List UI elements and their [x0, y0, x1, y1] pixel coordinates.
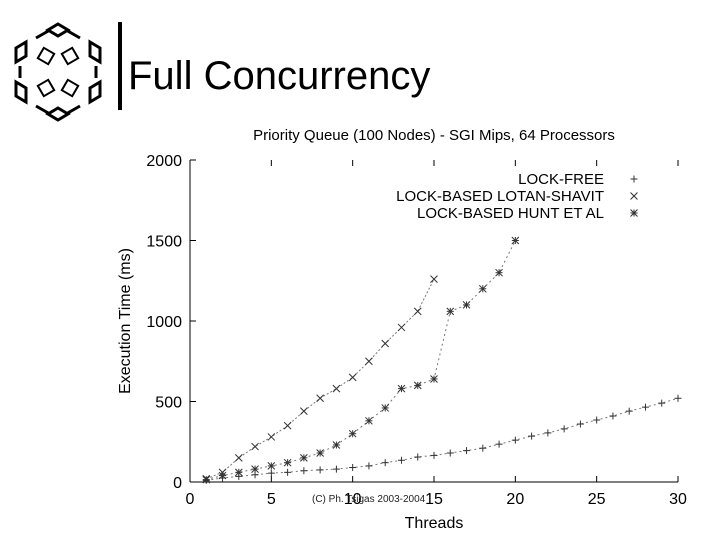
x-axis-label: Threads [405, 515, 464, 532]
legend-marker-3 [630, 209, 638, 217]
series-3-point [251, 465, 259, 473]
y-tick-label: 0 [173, 475, 182, 492]
series-2-point [430, 275, 438, 283]
series-3-point [413, 381, 422, 390]
y-tick-label: 1000 [146, 314, 182, 331]
series-1-point [397, 456, 405, 464]
series-1-point [332, 465, 340, 473]
series-1-point [528, 432, 536, 440]
x-tick-label: 20 [506, 491, 524, 508]
series-3-point [316, 449, 324, 457]
y-tick-label: 2000 [146, 153, 182, 170]
series-1-point [446, 449, 454, 457]
series-2-point [267, 433, 276, 441]
series-2-point [234, 453, 243, 462]
series-1-line [206, 397, 679, 481]
series-2-point [381, 339, 390, 348]
y-tick-label: 1500 [146, 234, 182, 251]
series-3-point [283, 458, 292, 467]
series-2-line [206, 278, 435, 480]
series-3-point [267, 462, 276, 470]
series-3-point [202, 475, 211, 484]
series-1-point [463, 447, 471, 455]
y-tick-label: 500 [155, 395, 182, 412]
series-3-point [218, 471, 227, 480]
copyright-footer: (C) Ph. Tsigas 2003-2004 [312, 494, 426, 505]
series-1-point [316, 466, 324, 474]
series-1-point [365, 462, 373, 470]
series-2-point [365, 357, 373, 366]
series-3-point [511, 236, 520, 245]
series-1-point [495, 440, 503, 448]
series-3-point [397, 384, 406, 393]
series-2-point [316, 394, 324, 403]
series-1-point [674, 394, 682, 402]
company-logo [14, 22, 102, 122]
series-1-point [544, 429, 552, 437]
series-1-point [267, 469, 275, 477]
series-3-point [495, 268, 503, 277]
legend-label-2: LOCK-BASED LOTAN-SHAVIT [396, 188, 604, 205]
series-3-point [381, 404, 390, 412]
series-1-point [430, 451, 438, 459]
series-1-point [349, 464, 357, 472]
x-tick-label: 0 [186, 491, 195, 508]
series-2-point [348, 373, 357, 382]
series-2-point [283, 421, 292, 430]
series-1-point [625, 407, 633, 415]
series-1-point [576, 420, 584, 428]
series-2-point [332, 384, 341, 393]
x-tick-label: 25 [588, 491, 606, 508]
series-1-point [479, 444, 487, 452]
series-1-point [609, 412, 617, 420]
series-1-point [641, 403, 649, 411]
series-2-point [413, 307, 422, 316]
series-1-point [511, 436, 519, 444]
legend-label-1: LOCK-FREE [518, 171, 604, 188]
series-3-point [234, 468, 243, 477]
x-tick-label: 5 [267, 491, 276, 508]
series-3-point [332, 441, 341, 449]
x-tick-label: 10 [344, 491, 362, 508]
series-1-point [593, 416, 601, 424]
series-2-point [251, 442, 259, 451]
chart-title: Priority Queue (100 Nodes) - SGI Mips, 6… [253, 127, 615, 144]
chart-labels: 0 5 10 15 20 25 30 0 500 1000 1500 2000 Priority Que… [117, 127, 687, 532]
legend-label-3: LOCK-BASED HUNT ET AL [417, 205, 604, 222]
x-tick-label: 30 [669, 491, 687, 508]
legend-marker-1 [630, 175, 638, 183]
series-3-point [462, 301, 471, 309]
series-3-point [478, 284, 487, 293]
title-divider [118, 22, 122, 110]
slide-title: Full Concurrency [128, 54, 431, 98]
legend-marker-2 [630, 192, 638, 200]
series-1-point [300, 467, 308, 475]
series-1-point [284, 468, 292, 476]
series-3-point [446, 307, 455, 316]
chart-axes [189, 159, 679, 483]
chart-series [202, 236, 682, 484]
series-3-point [348, 429, 357, 438]
y-axis-label: Execution Time (ms) [117, 248, 134, 394]
series-2-point [300, 407, 308, 416]
series-1-point [560, 425, 568, 433]
series-3-point [430, 375, 438, 383]
series-3-point [365, 416, 373, 425]
series-2-point [397, 323, 406, 332]
x-tick-label: 15 [425, 491, 443, 508]
series-1-point [658, 399, 666, 407]
series-3-point [300, 453, 308, 462]
series-1-point [381, 459, 389, 467]
series-3-line [206, 240, 516, 481]
series-1-point [414, 453, 422, 461]
